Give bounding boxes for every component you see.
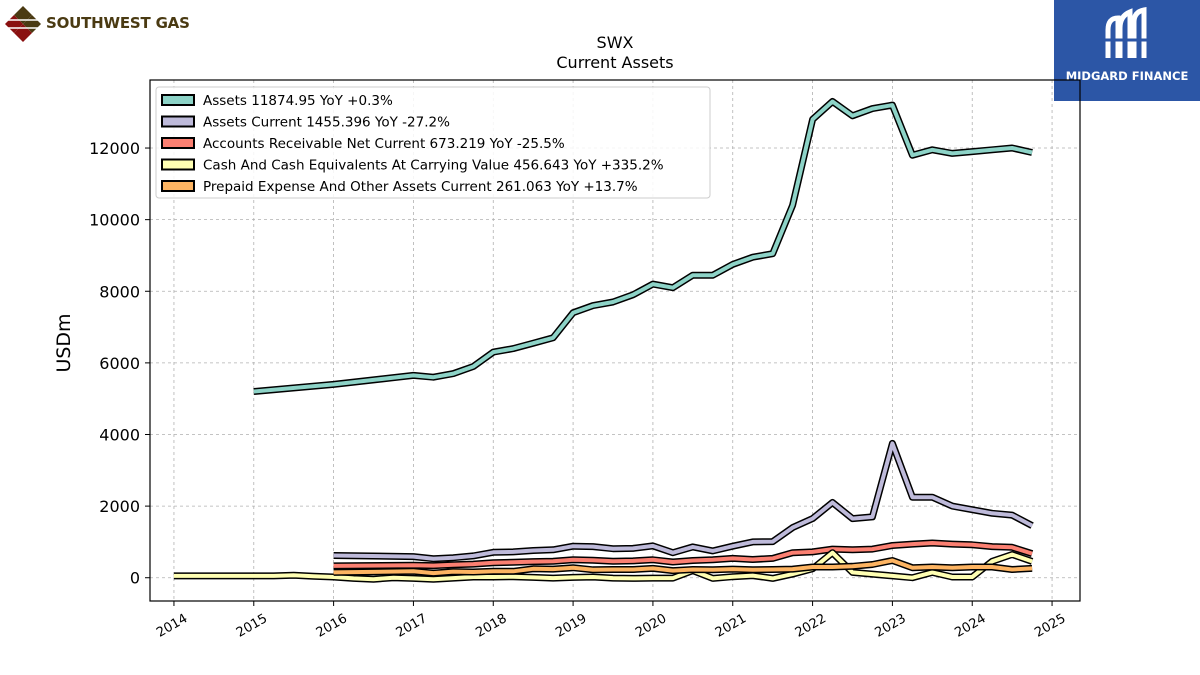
x-tick-label-1: 2015 xyxy=(234,611,270,641)
legend-swatch-3 xyxy=(161,158,195,171)
series-line-3 xyxy=(173,550,1033,582)
legend-label-4: Prepaid Expense And Other Assets Current… xyxy=(203,179,638,195)
series-4 xyxy=(333,557,1033,577)
legend-label-3: Cash And Cash Equivalents At Carrying Va… xyxy=(203,158,664,174)
series-lines xyxy=(173,98,1034,583)
southwest-gas-wordmark: SOUTHWEST GAS xyxy=(46,14,190,32)
y-axis-ticks: 0 2000 4000 6000 8000 10000 12000 xyxy=(89,139,150,588)
series-line-1 xyxy=(333,441,1034,561)
x-tick-label-2: 2016 xyxy=(314,611,350,641)
southwest-gas-logo-icon xyxy=(5,6,41,42)
series-line-0 xyxy=(253,99,1033,394)
legend-swatch-1 xyxy=(161,115,195,128)
legend-swatch-2 xyxy=(161,137,195,149)
legend-label-2: Accounts Receivable Net Current 673.219 … xyxy=(203,136,565,152)
y-tick-label-1: 2000 xyxy=(99,497,140,516)
series-line-2 xyxy=(333,541,1033,568)
y-tick-label-4: 8000 xyxy=(99,282,140,301)
southwest-gas-logo: SOUTHWEST GAS xyxy=(4,4,190,42)
plot-frame xyxy=(149,79,1081,602)
x-tick-label-5: 2019 xyxy=(553,611,589,641)
midgard-finance-logo: MIDGARD FINANCE xyxy=(1054,0,1200,101)
x-tick-label-11: 2025 xyxy=(1032,611,1068,641)
x-tick-label-7: 2021 xyxy=(713,611,749,641)
x-tick-label-3: 2017 xyxy=(394,611,430,641)
x-tick-label-0: 2014 xyxy=(154,611,190,641)
x-tick-label-6: 2020 xyxy=(633,611,669,641)
x-tick-label-4: 2018 xyxy=(473,611,509,641)
x-tick-label-10: 2024 xyxy=(952,611,988,641)
legend-label-0: Assets 11874.95 YoY +0.3% xyxy=(203,93,393,109)
y-axis-label: USDm xyxy=(53,313,75,372)
series-0 xyxy=(253,98,1033,395)
series-2 xyxy=(333,539,1034,570)
midgard-finance-logo-icon xyxy=(1104,6,1148,58)
x-tick-label-8: 2022 xyxy=(793,611,829,641)
x-tick-label-9: 2023 xyxy=(873,611,909,641)
series-1 xyxy=(333,439,1034,563)
legend-label-1: Assets Current 1455.396 YoY -27.2% xyxy=(203,115,450,131)
y-tick-label-5: 10000 xyxy=(89,211,140,230)
x-axis-ticks: 2014 2015 2016 2017 2018 2019 2020 2021 2022 2023… xyxy=(154,601,1068,641)
y-tick-label-2: 4000 xyxy=(99,425,140,444)
legend: Assets 11874.95 YoY +0.3% Assets Current … xyxy=(155,86,711,199)
series-3 xyxy=(173,549,1034,583)
midgard-finance-wordmark: MIDGARD FINANCE xyxy=(1065,69,1189,83)
chart-subtitle: Current Assets xyxy=(556,53,673,72)
y-tick-label-6: 12000 xyxy=(89,139,140,158)
series-line-4 xyxy=(333,558,1033,576)
legend-swatch-0 xyxy=(161,94,195,106)
legend-swatch-4 xyxy=(161,180,195,192)
y-tick-label-0: 0 xyxy=(130,569,140,588)
chart-title: SWX xyxy=(597,33,634,52)
y-tick-label-3: 6000 xyxy=(99,354,140,373)
legend-box xyxy=(155,86,711,199)
